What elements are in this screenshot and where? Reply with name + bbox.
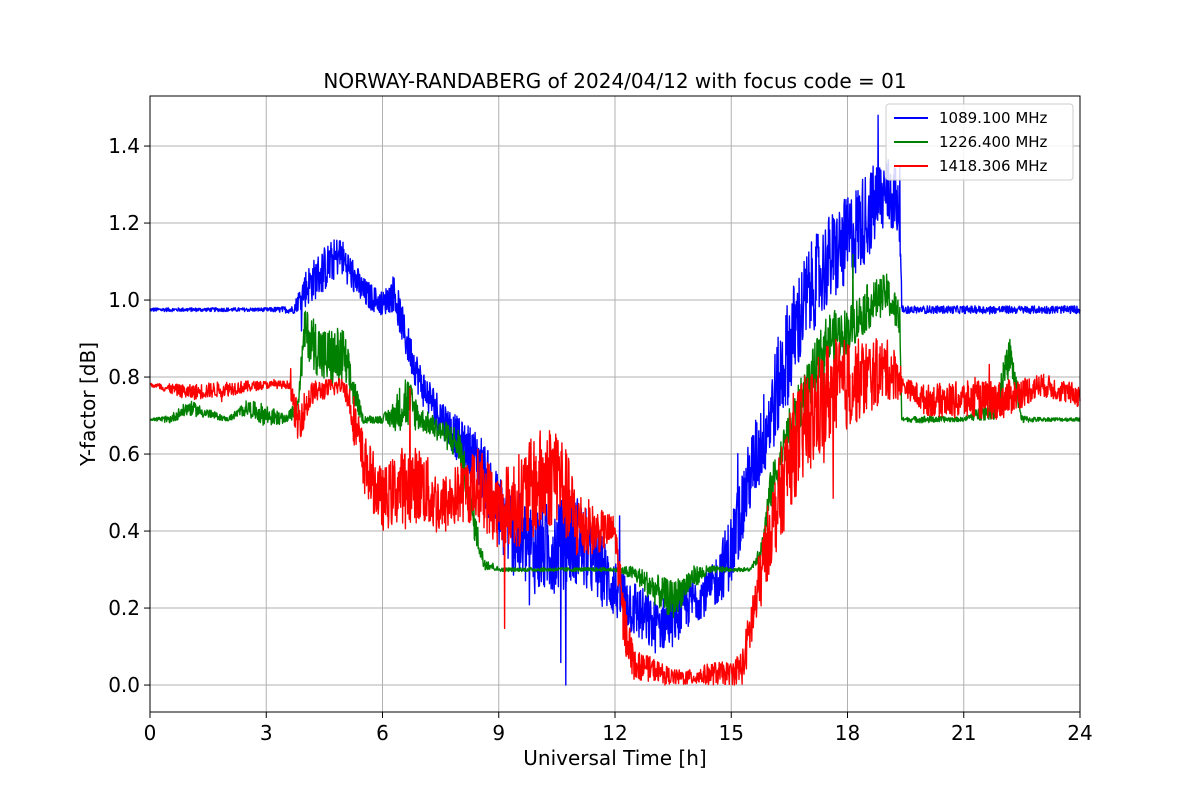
x-tick-label: 0	[144, 721, 157, 745]
y-tick-label: 0.6	[108, 442, 140, 466]
x-axis-title: Universal Time [h]	[523, 746, 706, 770]
x-tick-label: 18	[835, 721, 860, 745]
x-tick-label: 9	[492, 721, 505, 745]
y-tick-label: 1.2	[108, 211, 140, 235]
x-tick-label: 21	[951, 721, 976, 745]
y-tick-label: 0.0	[108, 673, 140, 697]
legend-label-2: 1226.400 MHz	[939, 133, 1048, 151]
chart-title: NORWAY-RANDABERG of 2024/04/12 with focu…	[323, 69, 906, 93]
y-tick-label: 1.4	[108, 134, 140, 158]
x-tick-label: 3	[260, 721, 273, 745]
y-tick-label: 0.2	[108, 596, 140, 620]
x-axis: 0 3 6 9 12 15 18 21 24	[144, 712, 1093, 745]
legend: 1089.100 MHz 1226.400 MHz 1418.306 MHz	[885, 103, 1074, 181]
x-tick-label: 15	[719, 721, 744, 745]
series-line-2	[149, 253, 1081, 619]
x-tick-label: 6	[376, 721, 389, 745]
legend-box	[885, 103, 1074, 181]
series-line-1	[149, 114, 1081, 686]
x-tick-label: 24	[1067, 721, 1092, 745]
y-tick-label: 0.8	[108, 365, 140, 389]
series-line-3	[149, 338, 1081, 686]
x-tick-label: 12	[602, 721, 627, 745]
series-layer	[149, 114, 1081, 686]
y-tick-label: 0.4	[108, 519, 140, 543]
y-axis-title: Y-factor [dB]	[76, 342, 100, 467]
y-tick-label: 1.0	[108, 288, 140, 312]
y-axis: 0.0 0.2 0.4 0.6 0.8 1.0 1.2 1.4	[108, 134, 150, 697]
legend-label-1: 1089.100 MHz	[939, 109, 1048, 127]
legend-label-3: 1418.306 MHz	[939, 157, 1048, 175]
